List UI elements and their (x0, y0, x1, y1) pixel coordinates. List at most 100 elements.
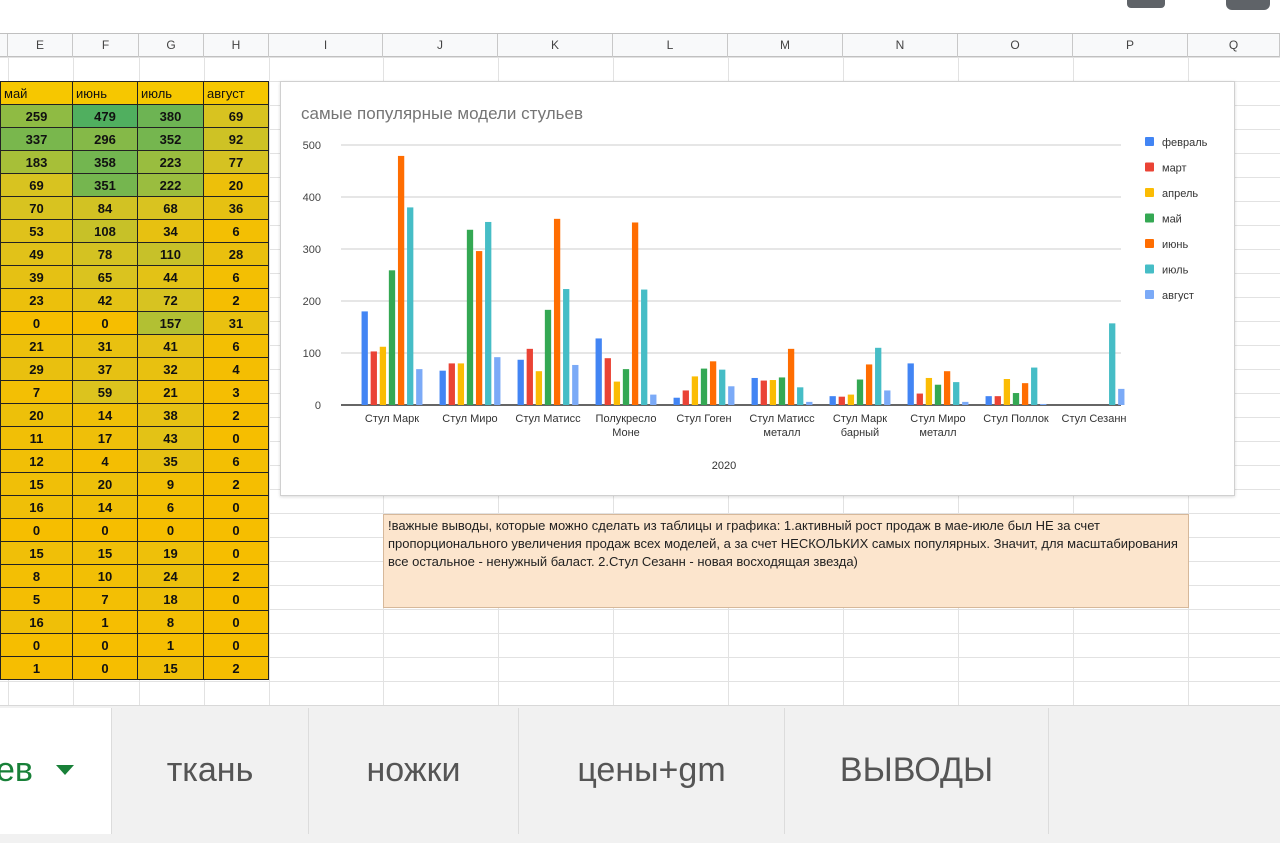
table-cell[interactable]: 352 (137, 127, 204, 151)
table-cell[interactable]: 1 (72, 610, 138, 634)
table-cell[interactable]: 0 (203, 518, 269, 542)
table-cell[interactable]: 0 (203, 633, 269, 657)
table-cell[interactable]: 0 (137, 518, 204, 542)
table-cell[interactable]: 157 (137, 311, 204, 335)
table-cell[interactable]: 6 (203, 219, 269, 243)
tab-conclusions[interactable]: ВЫВОДЫ (785, 708, 1049, 834)
table-cell[interactable]: 0 (0, 633, 73, 657)
table-cell[interactable]: 41 (137, 334, 204, 358)
table-cell[interactable]: 0 (203, 587, 269, 611)
table-cell[interactable]: 20 (72, 472, 138, 496)
table-cell[interactable]: 259 (0, 104, 73, 128)
table-cell[interactable]: 69 (0, 173, 73, 197)
table-cell[interactable]: 21 (0, 334, 73, 358)
table-cell[interactable]: 0 (0, 518, 73, 542)
table-cell[interactable]: 0 (72, 311, 138, 335)
column-header[interactable]: O (958, 34, 1073, 57)
column-header[interactable]: K (498, 34, 613, 57)
column-header[interactable]: L (613, 34, 728, 57)
table-cell[interactable]: 69 (203, 104, 269, 128)
table-cell[interactable]: 4 (72, 449, 138, 473)
table-cell[interactable]: 77 (203, 150, 269, 174)
tab-menu-chevron-down-icon[interactable] (56, 765, 74, 775)
table-cell[interactable]: 1 (0, 656, 73, 680)
table-cell[interactable]: 380 (137, 104, 204, 128)
table-cell[interactable]: 6 (203, 334, 269, 358)
table-cell[interactable]: 17 (72, 426, 138, 450)
column-header[interactable]: F (73, 34, 139, 57)
table-cell[interactable]: 44 (137, 265, 204, 289)
column-header[interactable]: E (8, 34, 73, 57)
table-cell[interactable]: 14 (72, 403, 138, 427)
table-cell[interactable]: 59 (72, 380, 138, 404)
table-cell[interactable]: 222 (137, 173, 204, 197)
table-cell[interactable]: 31 (72, 334, 138, 358)
table-cell[interactable]: 5 (0, 587, 73, 611)
table-cell[interactable]: 8 (0, 564, 73, 588)
column-header[interactable]: P (1073, 34, 1188, 57)
table-cell[interactable]: 6 (203, 449, 269, 473)
table-cell[interactable]: 43 (137, 426, 204, 450)
tab-fabric[interactable]: ткань (112, 708, 309, 834)
column-header[interactable]: G (139, 34, 204, 57)
table-cell[interactable]: 1 (137, 633, 204, 657)
table-cell[interactable]: 15 (72, 541, 138, 565)
table-cell[interactable]: 20 (203, 173, 269, 197)
table-cell[interactable]: 0 (203, 541, 269, 565)
table-cell[interactable]: 29 (0, 357, 73, 381)
table-cell[interactable]: 70 (0, 196, 73, 220)
table-cell[interactable]: 28 (203, 242, 269, 266)
table-cell[interactable]: 92 (203, 127, 269, 151)
table-cell[interactable]: 35 (137, 449, 204, 473)
table-cell[interactable]: 351 (72, 173, 138, 197)
table-cell[interactable]: 358 (72, 150, 138, 174)
table-cell[interactable]: 2 (203, 656, 269, 680)
table-cell[interactable]: 296 (72, 127, 138, 151)
table-cell[interactable]: 2 (203, 472, 269, 496)
table-cell[interactable]: 3 (203, 380, 269, 404)
table-cell[interactable]: 0 (72, 656, 138, 680)
table-cell[interactable]: 20 (0, 403, 73, 427)
table-cell[interactable]: 23 (0, 288, 73, 312)
table-cell[interactable]: 6 (137, 495, 204, 519)
tab-prices-gm[interactable]: цены+gm (519, 708, 785, 834)
table-cell[interactable]: 15 (0, 541, 73, 565)
table-cell[interactable]: 42 (72, 288, 138, 312)
table-cell[interactable]: 0 (203, 426, 269, 450)
table-cell[interactable]: 84 (72, 196, 138, 220)
table-cell[interactable]: 16 (0, 495, 73, 519)
table-header-cell[interactable]: май (0, 81, 73, 105)
table-cell[interactable]: 6 (203, 265, 269, 289)
column-header[interactable]: Q (1188, 34, 1280, 57)
table-header-cell[interactable]: июнь (72, 81, 138, 105)
table-cell[interactable]: 11 (0, 426, 73, 450)
table-cell[interactable]: 39 (0, 265, 73, 289)
table-cell[interactable]: 16 (0, 610, 73, 634)
table-cell[interactable]: 0 (72, 633, 138, 657)
column-header[interactable]: H (204, 34, 269, 57)
table-cell[interactable]: 18 (137, 587, 204, 611)
table-cell[interactable]: 49 (0, 242, 73, 266)
table-cell[interactable]: 12 (0, 449, 73, 473)
table-cell[interactable]: 19 (137, 541, 204, 565)
table-cell[interactable]: 110 (137, 242, 204, 266)
table-cell[interactable]: 0 (0, 311, 73, 335)
table-cell[interactable]: 2 (203, 564, 269, 588)
table-cell[interactable]: 24 (137, 564, 204, 588)
account-icon[interactable] (1127, 0, 1165, 8)
column-header[interactable]: M (728, 34, 843, 57)
table-cell[interactable]: 34 (137, 219, 204, 243)
table-cell[interactable]: 337 (0, 127, 73, 151)
tab-chairs[interactable]: ев (0, 708, 112, 834)
table-cell[interactable]: 0 (203, 610, 269, 634)
table-cell[interactable]: 223 (137, 150, 204, 174)
chart[interactable]: самые популярные модели стульев 0 100 200 3… (280, 81, 1235, 496)
column-header[interactable]: N (843, 34, 958, 57)
column-header[interactable]: I (269, 34, 383, 57)
column-header[interactable] (0, 34, 8, 57)
table-cell[interactable]: 53 (0, 219, 73, 243)
table-cell[interactable]: 32 (137, 357, 204, 381)
table-cell[interactable]: 21 (137, 380, 204, 404)
table-cell[interactable]: 78 (72, 242, 138, 266)
